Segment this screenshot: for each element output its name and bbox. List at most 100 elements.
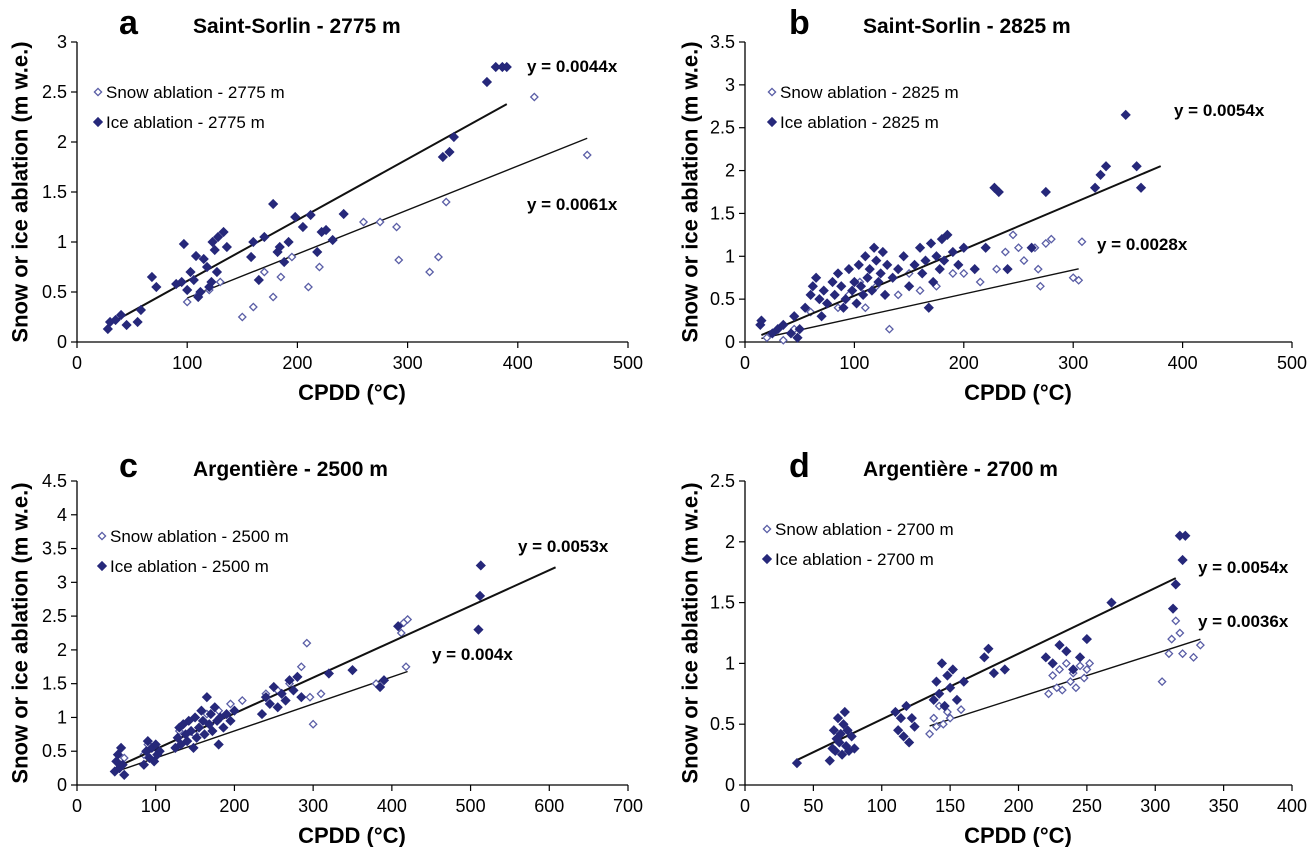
ice-data-point (890, 706, 901, 718)
y-tick-label: 0.5 (42, 741, 67, 761)
ice-data-point (215, 712, 226, 723)
ice-series (109, 560, 556, 780)
ice-data-point (444, 146, 455, 158)
legend-ice-marker (766, 116, 778, 128)
ice-data-point (914, 242, 926, 253)
panel-title: Argentière - 2500 m (193, 458, 388, 481)
legend-ice-marker (761, 553, 773, 565)
ice-data-point (102, 323, 113, 335)
snow-fit-line (929, 638, 1201, 727)
x-tick-label: 100 (141, 796, 171, 816)
snow-data-point (296, 662, 306, 672)
ice-data-point (951, 694, 963, 705)
ice-data-point (936, 658, 948, 669)
ice-data-point (800, 302, 811, 313)
x-tick-label: 700 (613, 796, 643, 816)
x-tick-label: 150 (935, 796, 965, 816)
snow-data-point (1079, 673, 1089, 683)
ice-data-point (172, 732, 183, 743)
y-tick-label: 1.5 (42, 182, 67, 202)
snow-data-point (1057, 685, 1067, 695)
legend-ice-marker (96, 560, 108, 572)
ice-data-point (297, 221, 309, 233)
ice-data-point (209, 702, 220, 713)
ice-data-point (253, 274, 264, 286)
ice-data-point (934, 688, 945, 699)
ice-data-point (1089, 182, 1101, 193)
x-tick-label: 0 (72, 796, 82, 816)
ice-data-point (903, 281, 915, 292)
y-tick-label: 0.5 (710, 289, 735, 309)
ice-data-point (860, 251, 871, 262)
snow-data-point (893, 290, 903, 300)
ice-data-point (437, 151, 448, 163)
ice-data-point (188, 274, 199, 286)
snow-data-point (276, 272, 286, 282)
ice-data-point (1131, 161, 1142, 172)
ice-data-point (1177, 554, 1188, 566)
x-tick-label: 500 (456, 796, 486, 816)
ice-data-point (980, 242, 991, 253)
panel-letter: b (789, 4, 810, 42)
ice-data-point (290, 211, 301, 223)
ice-data-point (320, 224, 332, 236)
snow-data-point (302, 638, 312, 648)
ice-data-point (835, 728, 846, 740)
ice-data-point (778, 319, 789, 330)
panel-title: Saint-Sorlin - 2825 m (863, 15, 1071, 38)
ice-data-point (283, 236, 294, 248)
ice-data-point (213, 739, 224, 750)
snow-data-point (931, 722, 941, 732)
x-tick-label: 0 (740, 353, 750, 373)
ice-data-point (814, 294, 825, 305)
ice-data-point (112, 749, 124, 760)
x-tick-label: 200 (219, 796, 249, 816)
x-tick-label: 0 (72, 353, 82, 373)
ice-data-point (204, 719, 215, 730)
ice-fit-equation: y = 0.0061x (527, 195, 618, 214)
y-tick-label: 0.5 (42, 282, 67, 302)
ice-data-point (953, 259, 964, 270)
snow-data-point (1178, 649, 1188, 659)
ice-data-point (135, 304, 147, 316)
ice-data-point (840, 294, 851, 305)
ice-data-point (1040, 652, 1051, 663)
x-tick-label: 400 (503, 353, 533, 373)
ice-data-point (866, 285, 878, 296)
ice-data-point (789, 311, 800, 322)
ice-data-point (928, 276, 939, 288)
y-tick-label: 2.5 (42, 82, 67, 102)
ice-data-point (920, 255, 931, 266)
ice-data-point (909, 721, 920, 732)
snow-data-point (433, 252, 443, 262)
ice-data-point (268, 681, 279, 693)
legend-ice: Ice ablation - 2775 m (92, 113, 265, 132)
snow-data-point (1055, 664, 1065, 674)
y-tick-label: 0 (57, 775, 67, 795)
ice-data-point (191, 732, 202, 743)
y-axis-title: Snow or ice ablation (m w.e.) (678, 482, 703, 783)
ice-data-point (229, 705, 240, 716)
snow-data-point (1048, 671, 1058, 681)
ice-data-point (490, 61, 501, 73)
ice-data-point (378, 675, 390, 686)
x-tick-label: 300 (1140, 796, 1170, 816)
snow-fit-equation: y = 0.0044x (527, 57, 618, 76)
panel-letter: d (789, 447, 810, 485)
snow-data-point (956, 705, 966, 715)
snow-data-point (1082, 664, 1092, 674)
snow-data-point (215, 277, 225, 287)
ice-data-point (260, 692, 272, 703)
ice-data-point (190, 250, 202, 262)
ice-data-point (374, 681, 386, 693)
legend-ice: Ice ablation - 2500 m (96, 557, 269, 576)
ice-data-point (829, 289, 840, 300)
ice-data-point (175, 739, 187, 750)
ice-data-point (942, 670, 953, 681)
ice-data-point (117, 759, 128, 770)
x-tick-label: 300 (393, 353, 423, 373)
y-tick-label: 0.5 (710, 714, 735, 734)
snow-data-point (1046, 234, 1056, 244)
ice-data-point (1074, 652, 1086, 663)
ice-data-point (939, 255, 950, 266)
